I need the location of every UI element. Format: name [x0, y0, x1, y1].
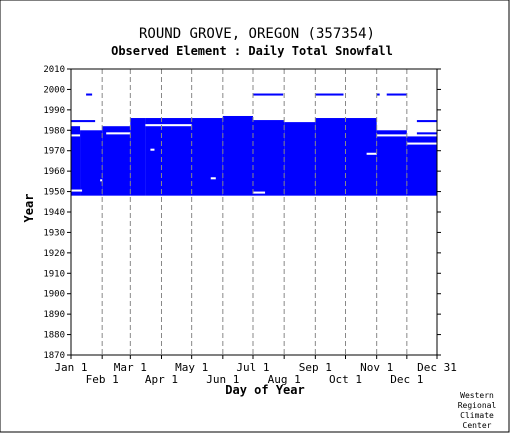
data-gap-block — [150, 148, 155, 151]
data-coverage-block — [71, 120, 96, 123]
x-tick-label: Oct 1 — [329, 373, 362, 386]
data-coverage-block — [376, 130, 407, 196]
x-tick-label: Nov 1 — [360, 361, 393, 374]
y-tick-label: 1880 — [43, 331, 65, 341]
y-tick-label: 1920 — [43, 249, 65, 259]
x-tick-label: Mar 1 — [114, 361, 147, 374]
data-coverage-block — [71, 126, 81, 196]
credit-line-2: Regional — [458, 401, 497, 410]
data-coverage-block — [386, 93, 407, 96]
data-gap-block — [106, 132, 131, 135]
data-coverage-block — [406, 136, 437, 196]
y-tick-label: 1930 — [43, 228, 65, 238]
data-gap-block — [366, 152, 377, 155]
plot-background — [71, 69, 437, 355]
data-coverage-block — [416, 132, 437, 135]
data-coverage-block — [252, 93, 284, 96]
y-tick-label: 1910 — [43, 269, 65, 279]
y-tick-label: 1990 — [43, 106, 65, 116]
y-tick-label: 2000 — [43, 85, 65, 95]
y-tick-label: 1970 — [43, 147, 65, 157]
x-tick-label: Apr 1 — [145, 373, 178, 386]
data-coverage-block — [284, 122, 316, 196]
data-gap-block — [71, 189, 83, 192]
data-coverage-block — [86, 93, 93, 96]
data-gap-block — [252, 191, 266, 194]
credit-line-4: Center — [463, 421, 492, 430]
y-tick-label: 1900 — [43, 290, 65, 300]
x-tick-label: Jul 1 — [236, 361, 269, 374]
data-coverage-block — [416, 120, 437, 123]
data-coverage-block — [80, 130, 103, 196]
data-gap-block — [210, 177, 216, 180]
chart-title: ROUND GROVE, OREGON (357354) — [139, 26, 375, 42]
data-coverage-block — [130, 118, 146, 196]
y-tick-label: 1940 — [43, 208, 65, 218]
x-tick-label: Feb 1 — [86, 373, 119, 386]
y-axis-label: Year — [22, 194, 36, 223]
y-tick-label: 1890 — [43, 310, 65, 320]
plot-area: 1870 1880 1890 1900 1910 1920 1930 1940 1950 1960… — [43, 65, 457, 386]
x-tick-label: Dec 1 — [390, 373, 423, 386]
x-tick-label: Jan 1 — [54, 361, 87, 374]
y-tick-label: 1870 — [43, 351, 65, 361]
credit-line-3: Climate — [460, 411, 494, 420]
y-tick-label: 1960 — [43, 167, 65, 177]
data-coverage-block — [222, 115, 253, 196]
x-tick-label: Jun 1 — [206, 373, 239, 386]
data-gap-block — [406, 142, 437, 145]
data-coverage-block — [252, 120, 285, 196]
data-gap-layer — [71, 124, 437, 194]
credit-line-1: Western — [460, 391, 494, 400]
data-coverage-block — [102, 126, 131, 196]
data-gap-block — [71, 134, 81, 137]
chart-subtitle: Observed Element : Daily Total Snowfall — [111, 44, 393, 58]
data-coverage-block — [145, 118, 223, 196]
y-axis-ticks: 1870 1880 1890 1900 1910 1920 1930 1940 1950 1960… — [43, 65, 441, 361]
data-gap-block — [145, 124, 192, 127]
data-gap-block — [376, 134, 407, 137]
data-gap-block — [100, 179, 103, 182]
x-tick-label: Dec 31 — [417, 361, 457, 374]
x-tick-label: Sep 1 — [299, 361, 332, 374]
x-tick-label: May 1 — [175, 361, 208, 374]
x-tick-label: Aug 1 — [268, 373, 301, 386]
data-coverage-block — [315, 118, 377, 196]
data-coverage-block — [315, 93, 344, 96]
credit-block: Western Regional Climate Center — [458, 391, 497, 430]
x-axis-ticks: Jan 1 Mar 1 May 1 Jul 1 Sep 1 Nov 1 Dec 31 Feb … — [54, 355, 457, 386]
data-coverage-block — [376, 93, 380, 96]
y-tick-label: 2010 — [43, 65, 65, 75]
data-coverage-layer — [71, 93, 437, 196]
y-tick-label: 1950 — [43, 188, 65, 198]
y-tick-label: 1980 — [43, 126, 65, 136]
x-axis-label: Day of Year — [225, 383, 304, 397]
